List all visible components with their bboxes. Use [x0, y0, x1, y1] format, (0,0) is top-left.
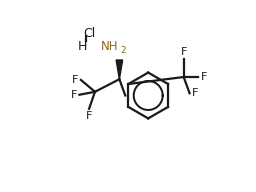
- Text: F: F: [192, 88, 198, 98]
- Text: 2: 2: [120, 46, 126, 55]
- Polygon shape: [116, 60, 123, 79]
- Text: NH: NH: [100, 40, 118, 53]
- Text: F: F: [180, 47, 187, 57]
- Text: Cl: Cl: [84, 27, 96, 40]
- Text: F: F: [72, 75, 79, 85]
- Text: H: H: [78, 40, 87, 53]
- Text: F: F: [86, 111, 92, 121]
- Text: F: F: [201, 72, 207, 82]
- Text: F: F: [71, 90, 77, 100]
